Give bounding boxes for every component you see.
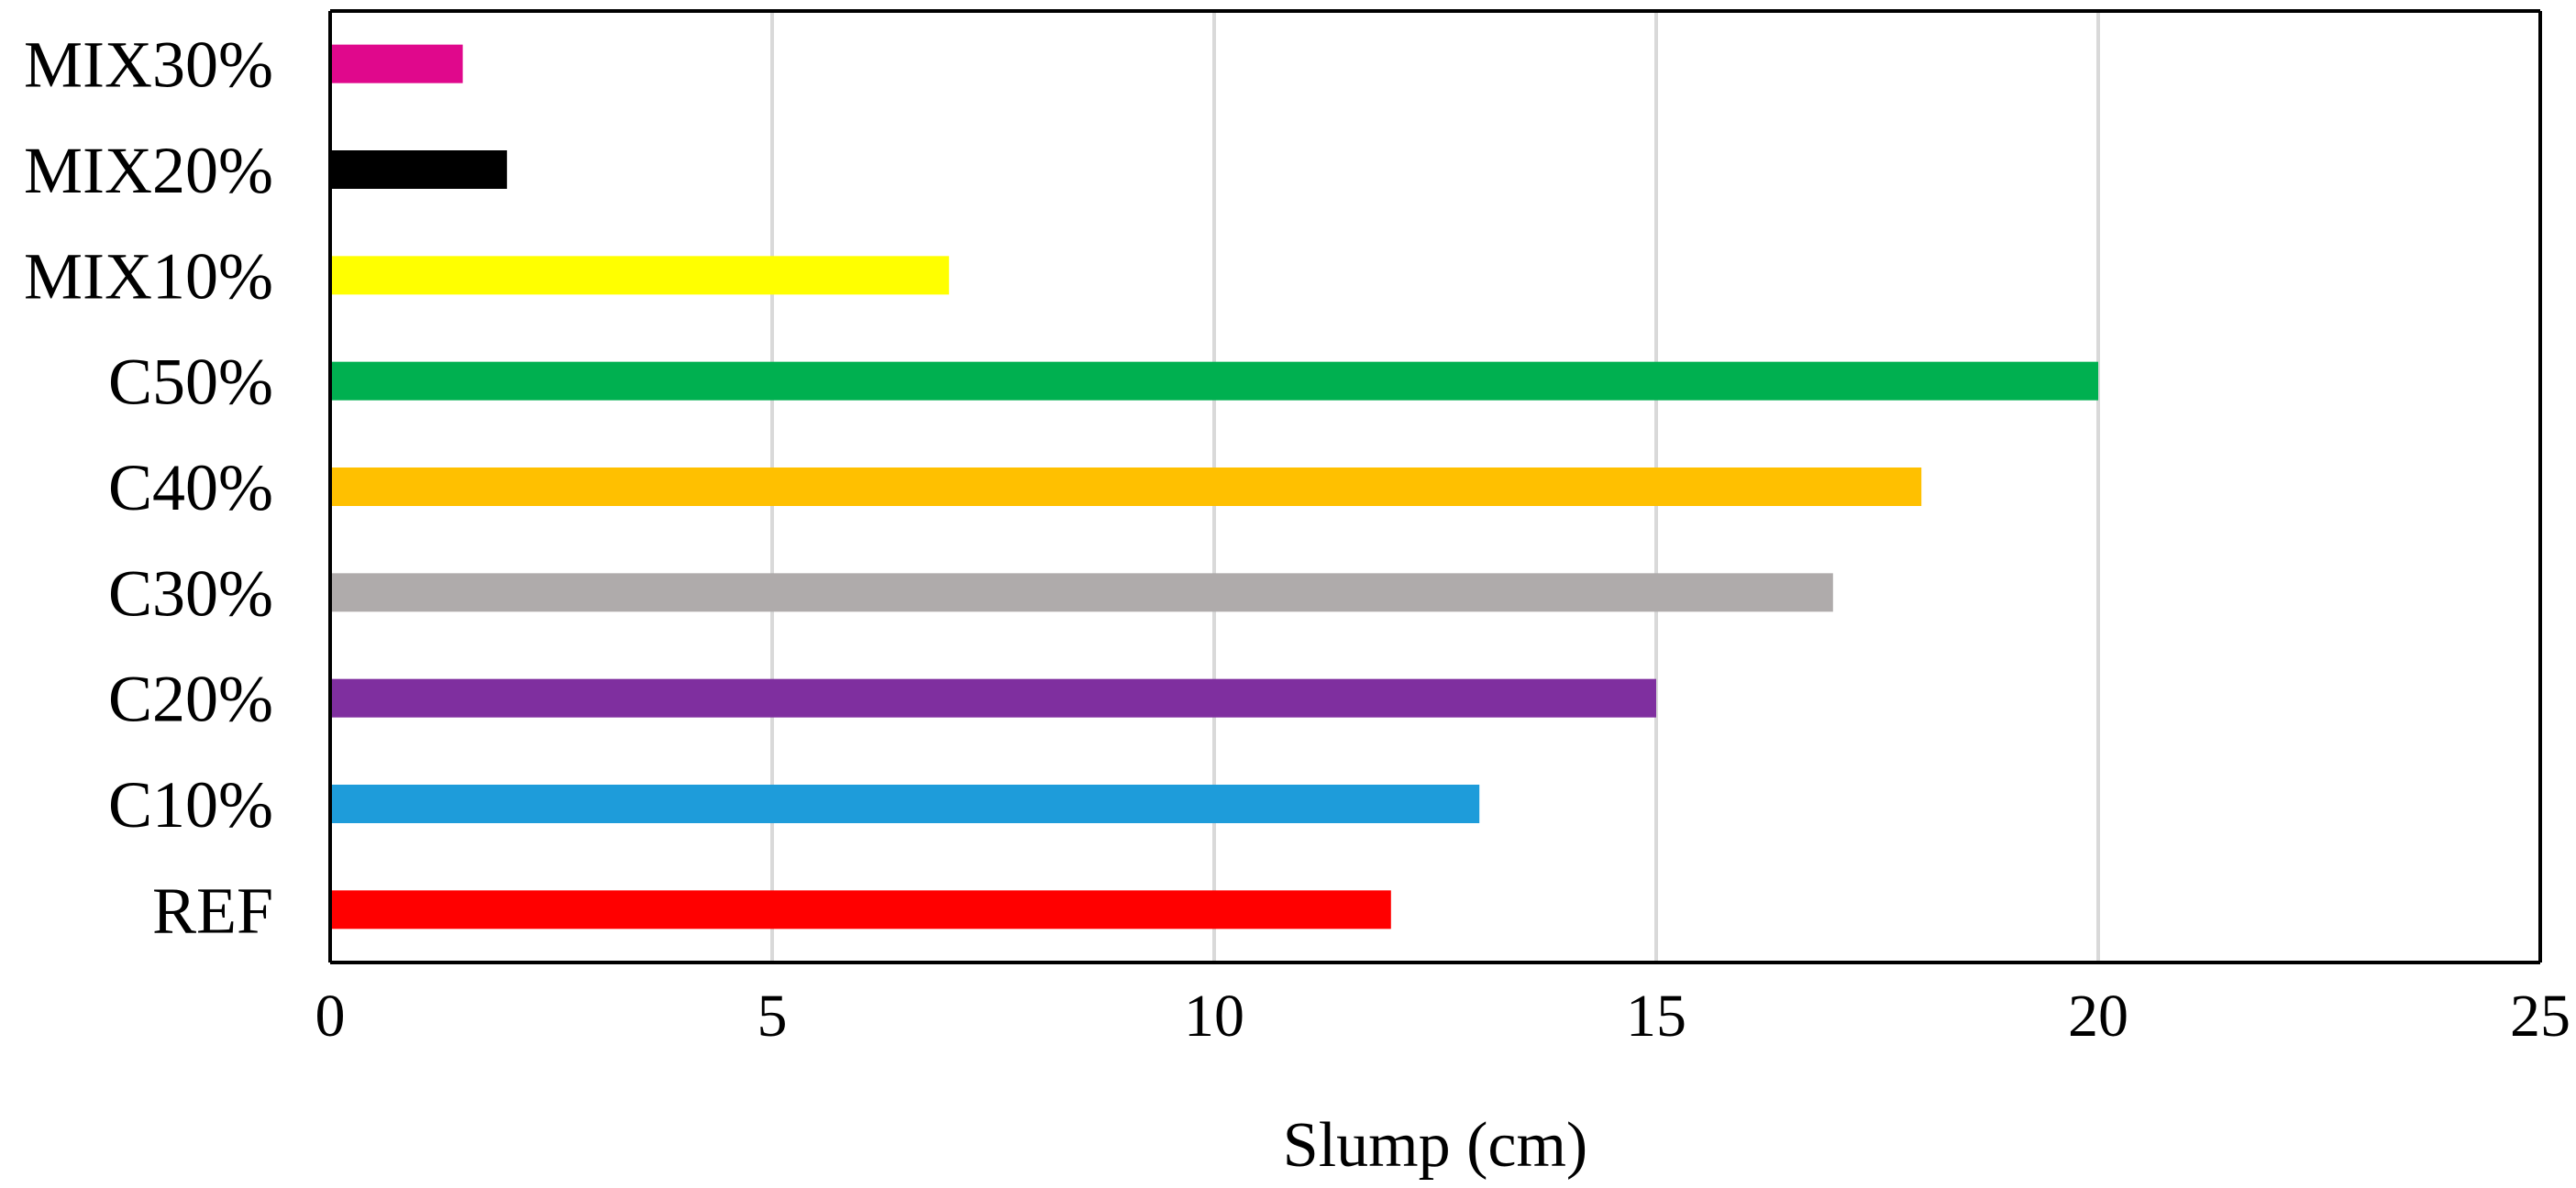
bars xyxy=(330,44,2098,930)
bar-mix30-pct xyxy=(330,44,463,83)
bar-ref xyxy=(330,890,1391,930)
category-label-mix20-pct: MIX20% xyxy=(24,134,273,207)
category-label-c40-pct: C40% xyxy=(108,451,273,524)
bar-c40-pct xyxy=(330,468,1922,506)
category-label-c20-pct: C20% xyxy=(108,663,273,736)
axes xyxy=(328,9,2542,964)
bar-c20-pct xyxy=(330,678,1656,718)
bar-mix20-pct xyxy=(330,150,507,189)
category-label-c10-pct: C10% xyxy=(108,768,273,842)
x-tick-label-0: 0 xyxy=(315,983,346,1050)
x-tick-label-20: 20 xyxy=(2068,983,2128,1050)
category-label-c50-pct: C50% xyxy=(108,346,273,419)
x-axis-title: Slump (cm) xyxy=(1283,1110,1587,1181)
x-tick-label-10: 10 xyxy=(1184,983,1244,1050)
category-label-c30-pct: C30% xyxy=(108,556,273,630)
bar-c30-pct xyxy=(330,573,1833,612)
category-label-ref: REF xyxy=(152,874,273,947)
bar-c50-pct xyxy=(330,361,2098,401)
bar-c10-pct xyxy=(330,785,1480,823)
x-tick-label-15: 15 xyxy=(1626,983,1686,1050)
x-tick-label-5: 5 xyxy=(757,983,788,1050)
x-tick-label-25: 25 xyxy=(2510,983,2570,1050)
category-label-mix30-pct: MIX30% xyxy=(24,28,273,102)
category-label-mix10-pct: MIX10% xyxy=(24,239,273,313)
category-labels: MIX30% MIX20% MIX10% C50% C40% C30% C20% C10% RE… xyxy=(24,28,273,948)
x-tick-labels: 0 5 10 15 20 25 xyxy=(315,983,2571,1050)
bar-mix10-pct xyxy=(330,256,949,295)
